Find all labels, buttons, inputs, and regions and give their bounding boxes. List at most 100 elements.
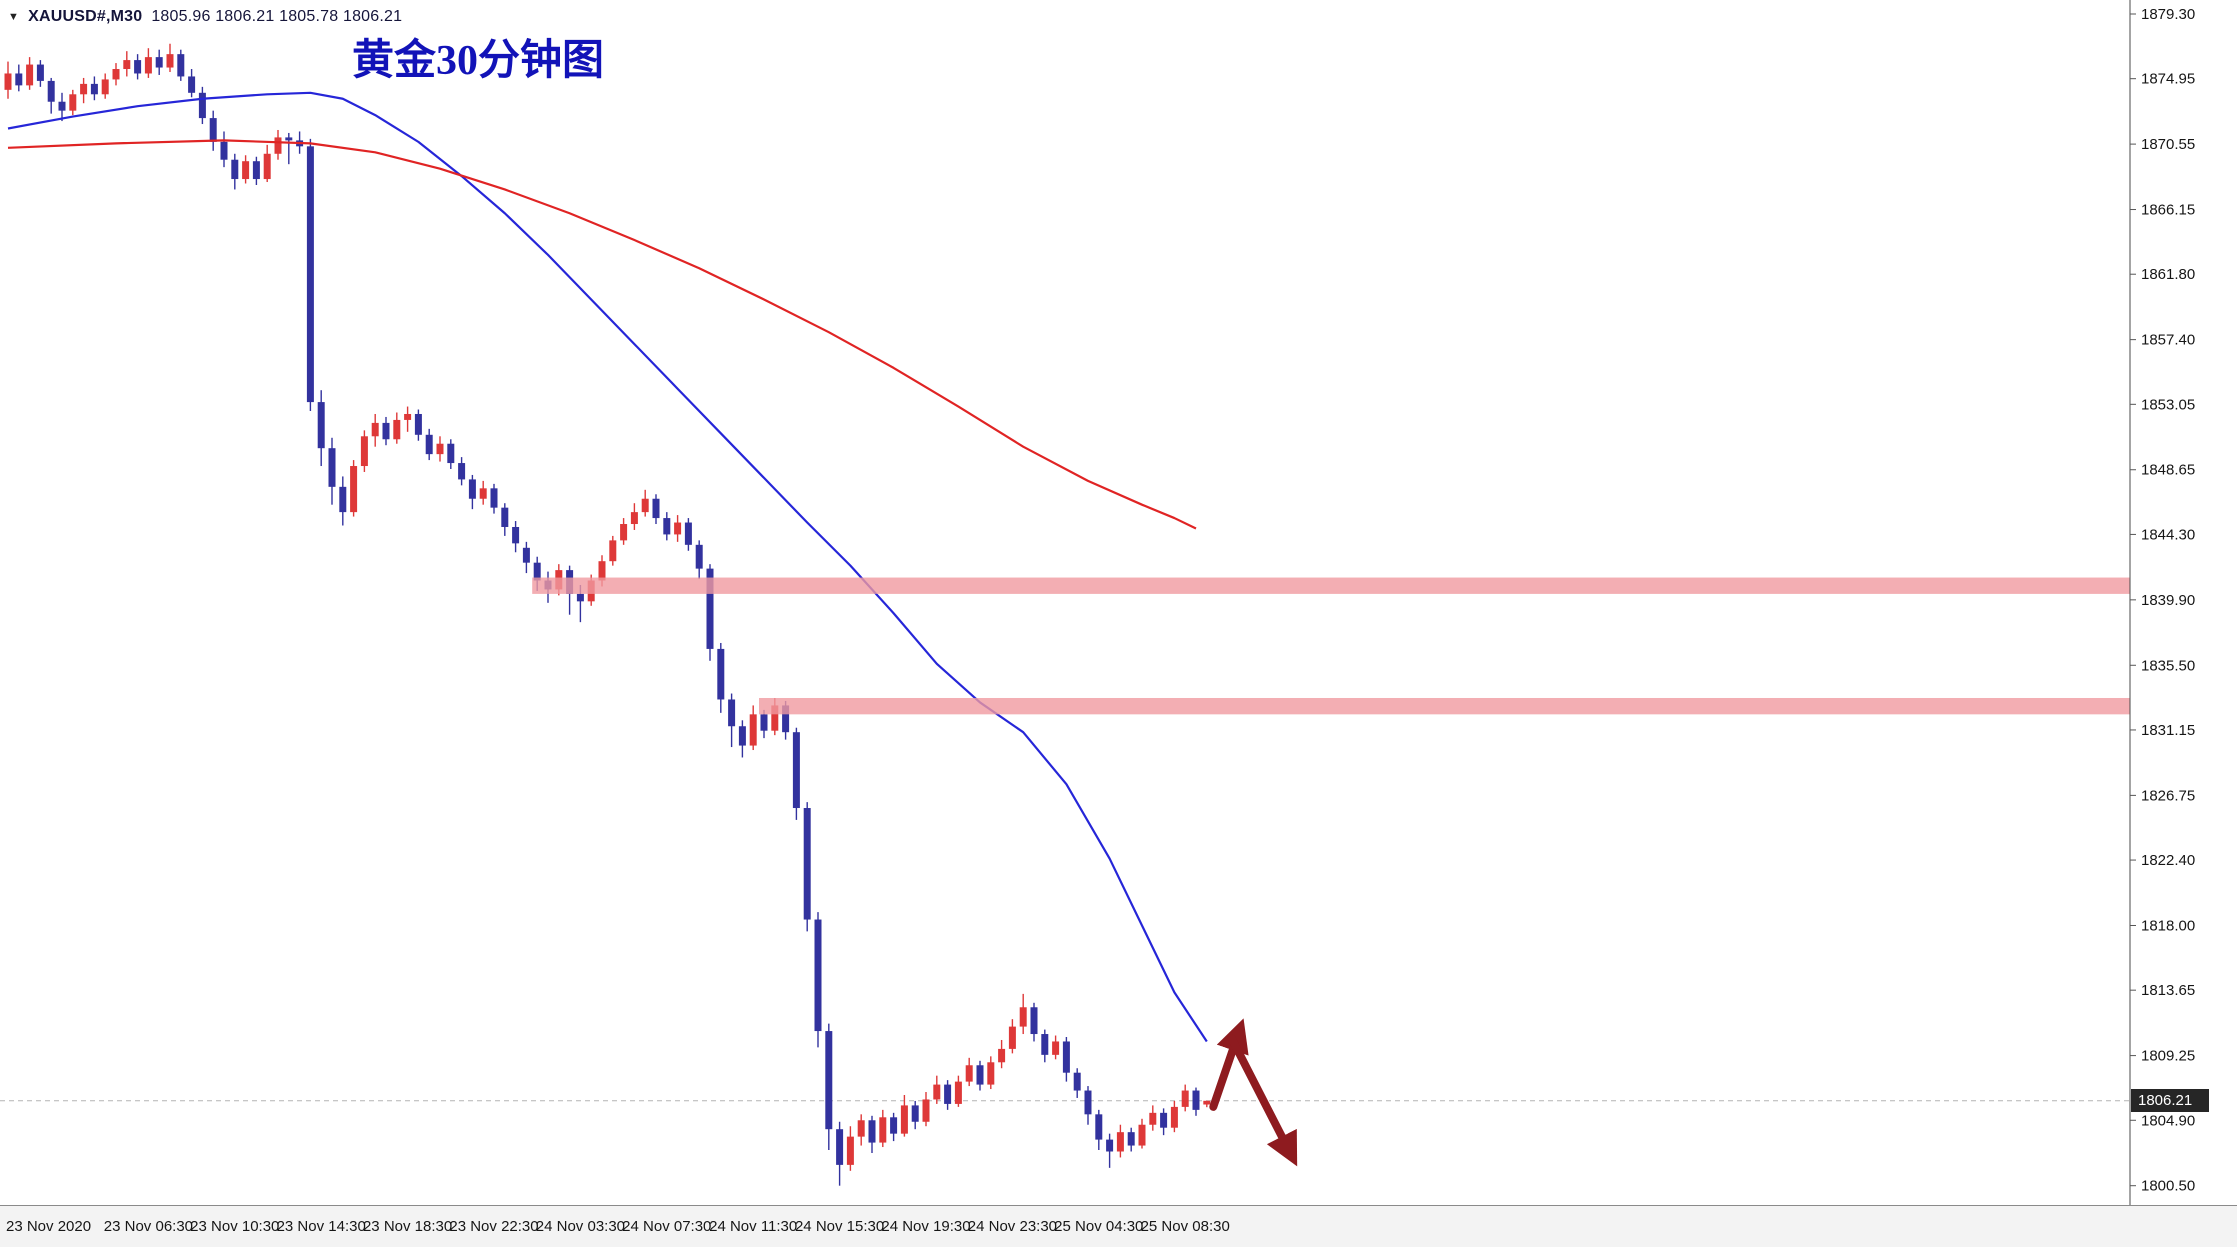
candle [674, 522, 682, 535]
time-axis-label: 23 Nov 10:30 [190, 1218, 279, 1235]
candle [728, 699, 736, 727]
candle [328, 448, 336, 487]
candle [1160, 1112, 1168, 1128]
candle [944, 1084, 952, 1104]
candle [803, 808, 811, 920]
candle [706, 568, 714, 649]
candle [101, 79, 109, 95]
candle [468, 479, 476, 499]
candle [404, 413, 412, 420]
candle [58, 101, 66, 111]
candle [1192, 1090, 1200, 1110]
candle [414, 413, 422, 435]
candle [285, 137, 293, 141]
price-axis-label: 1861.80 [2141, 266, 2195, 283]
candle [123, 60, 131, 70]
candle [501, 507, 509, 527]
arrow-down-segment [1227, 1034, 1298, 1167]
candle [263, 153, 271, 180]
candle [954, 1081, 962, 1104]
price-axis-labels: 1879.30 1874.95 1870.55 1866.15 1861.80 1857.… [2130, 6, 2195, 1195]
candle [1138, 1124, 1146, 1146]
candle [371, 422, 379, 437]
candle [47, 80, 55, 102]
candle [1052, 1041, 1060, 1055]
price-axis-label: 1844.30 [2141, 526, 2195, 543]
candle [26, 64, 34, 86]
candle [771, 705, 779, 731]
candle [749, 714, 757, 746]
candle [360, 436, 368, 467]
candle [90, 83, 98, 95]
candle [846, 1136, 854, 1165]
candle [652, 498, 660, 519]
candle [15, 73, 23, 86]
price-axis-label: 1818.00 [2141, 917, 2195, 934]
candle [198, 92, 206, 119]
slow-ma-red-line [7, 139, 1197, 530]
candle [382, 422, 390, 440]
candle [911, 1105, 919, 1122]
price-axis-label: 1839.90 [2141, 592, 2195, 609]
candle [436, 443, 444, 455]
price-axis-label: 1879.30 [2141, 6, 2195, 23]
symbol-label: XAUUSD#,M30 [28, 8, 143, 25]
candle [641, 498, 649, 513]
time-axis-label: 24 Nov 03:30 [536, 1218, 625, 1235]
time-axis-label: 24 Nov 19:30 [881, 1218, 970, 1235]
candle [576, 593, 584, 602]
candle [177, 54, 185, 77]
candle [1073, 1072, 1081, 1091]
price-axis-label: 1857.40 [2141, 332, 2195, 349]
candle [695, 544, 703, 569]
price-axis-label: 1870.55 [2141, 136, 2195, 153]
time-axis-label: 25 Nov 04:30 [1054, 1218, 1143, 1235]
candle [166, 54, 174, 68]
candle [112, 69, 120, 80]
price-axis-label: 1826.75 [2141, 787, 2195, 804]
candle [393, 419, 401, 440]
candle [80, 83, 88, 95]
candle [663, 518, 671, 535]
candle [965, 1065, 973, 1082]
time-axis-label: 23 Nov 22:30 [449, 1218, 538, 1235]
candle [447, 443, 455, 464]
time-axis-label: 24 Nov 23:30 [968, 1218, 1057, 1235]
candle [4, 73, 12, 90]
fast-ma-blue-line [7, 91, 1208, 1043]
candle [890, 1117, 898, 1134]
symbol-dropdown-icon[interactable]: ▼ [8, 11, 20, 23]
price-axis-label: 1874.95 [2141, 71, 2195, 88]
candle [1116, 1132, 1124, 1152]
candle [998, 1048, 1006, 1063]
candle [1041, 1034, 1049, 1055]
candle [458, 463, 466, 480]
candle [609, 540, 617, 562]
time-axis-label: 23 Nov 06:30 [104, 1218, 193, 1235]
candle [620, 524, 628, 541]
candle [144, 57, 152, 74]
price-axis-label: 1848.65 [2141, 462, 2195, 479]
candle [1030, 1007, 1038, 1035]
price-axis-label: 1835.50 [2141, 657, 2195, 674]
candle [306, 146, 314, 403]
candle [155, 57, 163, 68]
candle [868, 1120, 876, 1143]
candle [825, 1031, 833, 1130]
candle [1149, 1112, 1157, 1125]
time-axis-label: 25 Nov 08:30 [1141, 1218, 1230, 1235]
candle [1170, 1106, 1178, 1128]
candles-layer [4, 43, 1211, 1186]
time-axis-label: 24 Nov 15:30 [795, 1218, 884, 1235]
time-axis-label: 23 Nov 2020 [6, 1218, 91, 1235]
candle [782, 705, 790, 733]
price-axis-label: 1831.15 [2141, 722, 2195, 739]
candle [36, 64, 44, 81]
price-axis-label: 1853.05 [2141, 396, 2195, 413]
candle [987, 1062, 995, 1085]
resistance-zone-1 [532, 577, 2131, 594]
symbol-quote-line: ▼ XAUUSD#,M30 1805.96 1806.21 1805.78 18… [8, 8, 402, 26]
